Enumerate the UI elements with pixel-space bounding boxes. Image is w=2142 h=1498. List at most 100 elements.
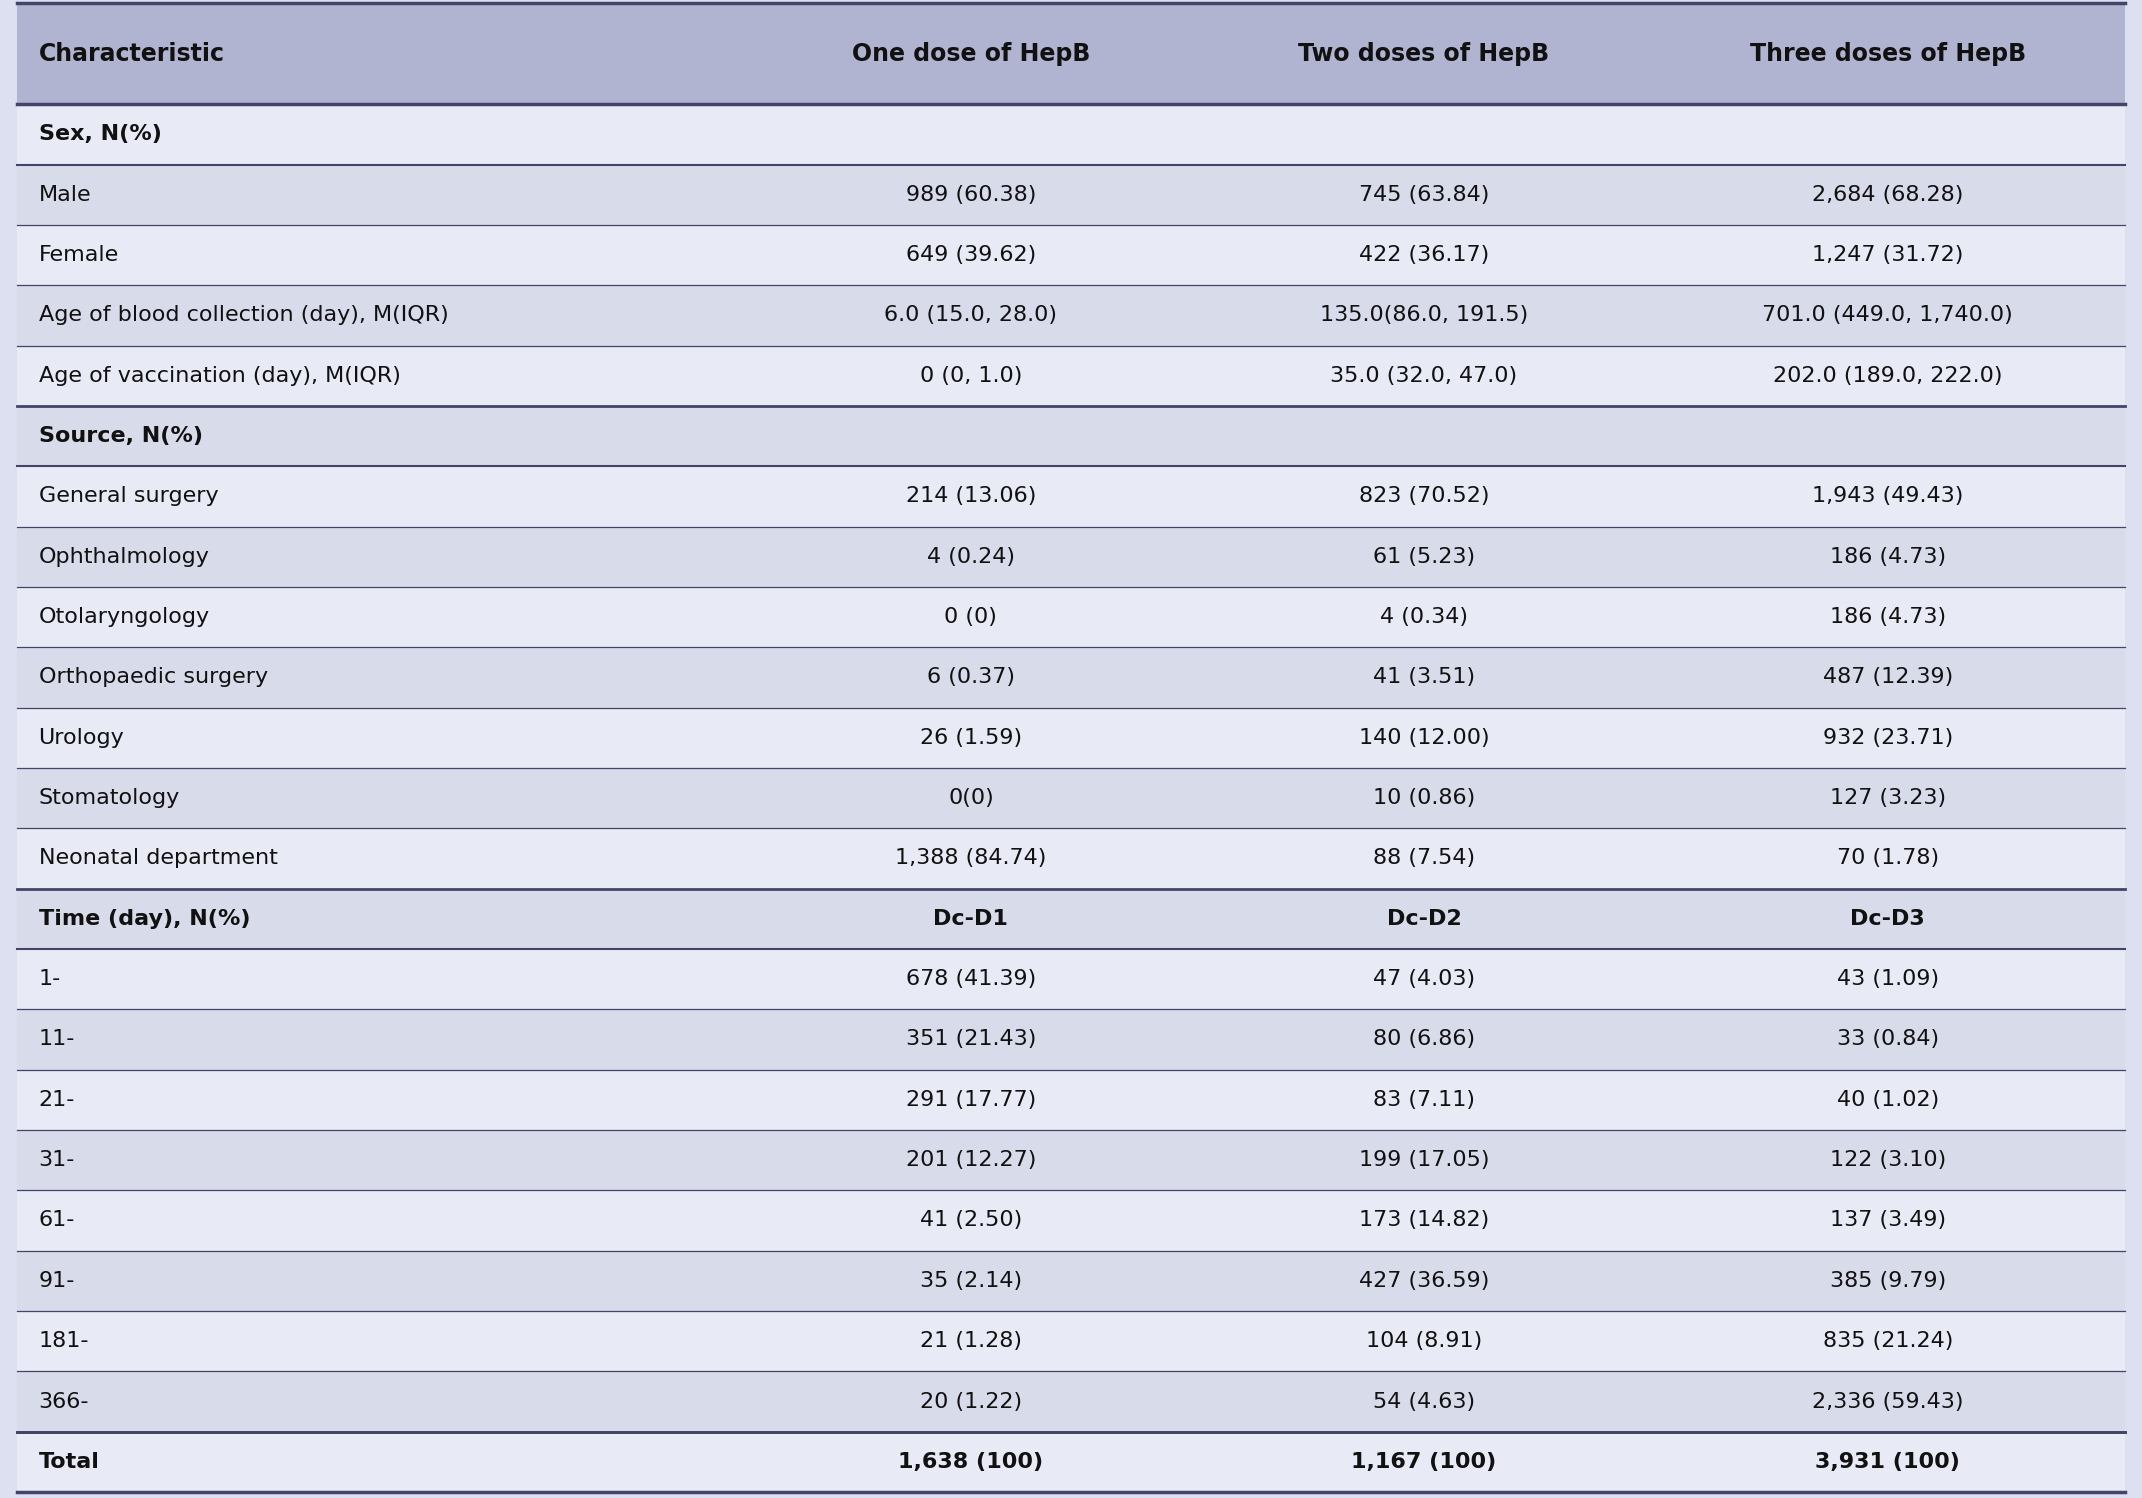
Text: 701.0 (449.0, 1,740.0): 701.0 (449.0, 1,740.0) bbox=[1763, 306, 2013, 325]
Bar bbox=[1651, 3, 2125, 105]
Bar bbox=[743, 225, 1197, 285]
Text: 3,931 (100): 3,931 (100) bbox=[1814, 1452, 1960, 1473]
Bar bbox=[743, 285, 1197, 346]
Bar bbox=[1197, 406, 1651, 466]
Text: 385 (9.79): 385 (9.79) bbox=[1829, 1270, 1945, 1291]
Text: General surgery: General surgery bbox=[39, 487, 218, 506]
Bar bbox=[1651, 948, 2125, 1010]
Bar bbox=[17, 828, 743, 888]
Bar bbox=[17, 466, 743, 527]
Bar bbox=[1197, 1191, 1651, 1251]
Text: 91-: 91- bbox=[39, 1270, 75, 1291]
Text: 104 (8.91): 104 (8.91) bbox=[1367, 1332, 1482, 1351]
Bar bbox=[1197, 1010, 1651, 1070]
Text: 61-: 61- bbox=[39, 1210, 75, 1230]
Text: 70 (1.78): 70 (1.78) bbox=[1836, 848, 1939, 869]
Bar bbox=[17, 768, 743, 828]
Bar bbox=[743, 1191, 1197, 1251]
Bar bbox=[1197, 346, 1651, 406]
Text: 140 (12.00): 140 (12.00) bbox=[1358, 728, 1489, 748]
Bar bbox=[743, 406, 1197, 466]
Bar bbox=[743, 1010, 1197, 1070]
Text: Age of blood collection (day), M(IQR): Age of blood collection (day), M(IQR) bbox=[39, 306, 448, 325]
Bar bbox=[743, 1129, 1197, 1191]
Text: 21 (1.28): 21 (1.28) bbox=[919, 1332, 1022, 1351]
Text: 186 (4.73): 186 (4.73) bbox=[1829, 547, 1945, 566]
Bar bbox=[17, 406, 743, 466]
Text: 35.0 (32.0, 47.0): 35.0 (32.0, 47.0) bbox=[1330, 366, 1517, 386]
Bar bbox=[17, 1251, 743, 1311]
Bar bbox=[1651, 285, 2125, 346]
Text: 1,638 (100): 1,638 (100) bbox=[897, 1452, 1043, 1473]
Text: 1,247 (31.72): 1,247 (31.72) bbox=[1812, 246, 1964, 265]
Text: 835 (21.24): 835 (21.24) bbox=[1823, 1332, 1954, 1351]
Text: Total: Total bbox=[39, 1452, 99, 1473]
Text: 1-: 1- bbox=[39, 969, 60, 989]
Text: 61 (5.23): 61 (5.23) bbox=[1373, 547, 1476, 566]
Text: One dose of HepB: One dose of HepB bbox=[853, 42, 1090, 66]
Bar bbox=[1197, 707, 1651, 768]
Text: 173 (14.82): 173 (14.82) bbox=[1358, 1210, 1489, 1230]
Text: 20 (1.22): 20 (1.22) bbox=[919, 1392, 1022, 1411]
Bar bbox=[1651, 1129, 2125, 1191]
Text: Ophthalmology: Ophthalmology bbox=[39, 547, 210, 566]
Text: 127 (3.23): 127 (3.23) bbox=[1829, 788, 1945, 807]
Bar bbox=[1197, 828, 1651, 888]
Text: Two doses of HepB: Two doses of HepB bbox=[1298, 42, 1549, 66]
Bar bbox=[1651, 406, 2125, 466]
Bar bbox=[17, 346, 743, 406]
Bar bbox=[1197, 3, 1651, 105]
Text: 4 (0.24): 4 (0.24) bbox=[927, 547, 1015, 566]
Text: 291 (17.77): 291 (17.77) bbox=[906, 1091, 1037, 1110]
Text: 10 (0.86): 10 (0.86) bbox=[1373, 788, 1476, 807]
Text: Dc-D3: Dc-D3 bbox=[1851, 909, 1926, 929]
Bar bbox=[1197, 165, 1651, 225]
Bar bbox=[17, 948, 743, 1010]
Bar bbox=[1651, 1311, 2125, 1371]
Text: Male: Male bbox=[39, 184, 92, 205]
Text: 1,388 (84.74): 1,388 (84.74) bbox=[895, 848, 1047, 869]
Text: Dc-D2: Dc-D2 bbox=[1386, 909, 1461, 929]
Bar bbox=[1197, 285, 1651, 346]
Text: 33 (0.84): 33 (0.84) bbox=[1836, 1029, 1939, 1050]
Text: 80 (6.86): 80 (6.86) bbox=[1373, 1029, 1476, 1050]
Text: 649 (39.62): 649 (39.62) bbox=[906, 246, 1037, 265]
Bar bbox=[17, 888, 743, 948]
Bar bbox=[743, 527, 1197, 587]
Bar bbox=[1197, 1251, 1651, 1311]
Text: 35 (2.14): 35 (2.14) bbox=[919, 1270, 1022, 1291]
Bar bbox=[17, 3, 743, 105]
Text: 366-: 366- bbox=[39, 1392, 90, 1411]
Text: 21-: 21- bbox=[39, 1091, 75, 1110]
Bar bbox=[1197, 1371, 1651, 1432]
Bar bbox=[17, 1191, 743, 1251]
Text: 1,167 (100): 1,167 (100) bbox=[1352, 1452, 1497, 1473]
Text: 4 (0.34): 4 (0.34) bbox=[1379, 607, 1467, 628]
Bar bbox=[743, 1371, 1197, 1432]
Bar bbox=[1651, 587, 2125, 647]
Text: Sex, N(%): Sex, N(%) bbox=[39, 124, 161, 144]
Text: Time (day), N(%): Time (day), N(%) bbox=[39, 909, 251, 929]
Bar bbox=[1651, 527, 2125, 587]
Bar bbox=[17, 1371, 743, 1432]
Bar bbox=[1197, 888, 1651, 948]
Text: 6.0 (15.0, 28.0): 6.0 (15.0, 28.0) bbox=[885, 306, 1058, 325]
Text: 2,336 (59.43): 2,336 (59.43) bbox=[1812, 1392, 1964, 1411]
Text: Dc-D1: Dc-D1 bbox=[934, 909, 1009, 929]
Text: 0 (0, 1.0): 0 (0, 1.0) bbox=[919, 366, 1022, 386]
Bar bbox=[1197, 768, 1651, 828]
Bar bbox=[1197, 105, 1651, 165]
Text: 0 (0): 0 (0) bbox=[945, 607, 998, 628]
Text: 83 (7.11): 83 (7.11) bbox=[1373, 1091, 1476, 1110]
Text: 54 (4.63): 54 (4.63) bbox=[1373, 1392, 1476, 1411]
Text: 40 (1.02): 40 (1.02) bbox=[1836, 1091, 1939, 1110]
Text: Age of vaccination (day), M(IQR): Age of vaccination (day), M(IQR) bbox=[39, 366, 401, 386]
Bar bbox=[743, 828, 1197, 888]
Text: 487 (12.39): 487 (12.39) bbox=[1823, 668, 1954, 688]
Bar bbox=[17, 1311, 743, 1371]
Bar bbox=[1651, 225, 2125, 285]
Bar bbox=[743, 647, 1197, 707]
Text: 1,943 (49.43): 1,943 (49.43) bbox=[1812, 487, 1964, 506]
Bar bbox=[743, 105, 1197, 165]
Bar bbox=[17, 225, 743, 285]
